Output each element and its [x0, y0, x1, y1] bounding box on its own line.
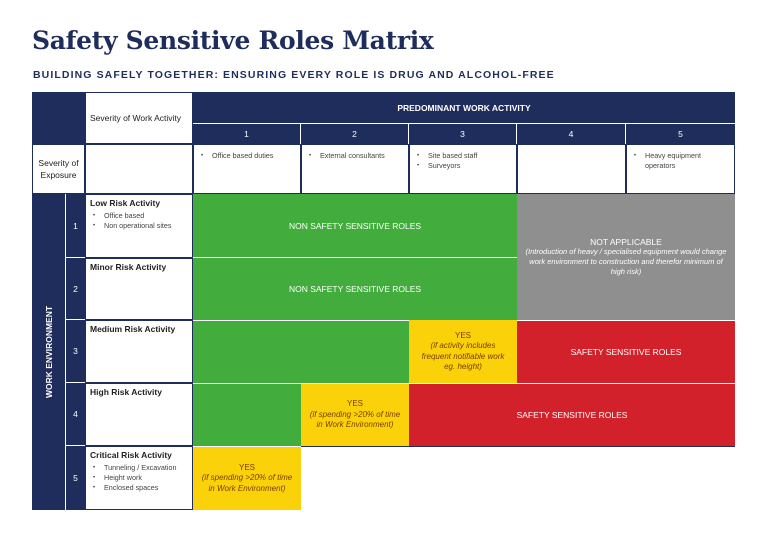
row-number-1: 1	[65, 194, 85, 258]
row-number: 2	[73, 283, 78, 294]
row-number: 1	[73, 220, 78, 231]
corner-cell	[32, 92, 85, 144]
yes-title: YES	[238, 462, 255, 472]
severity-work-activity-header: Severity of Work Activity	[85, 92, 193, 144]
exposure-blank-cell	[85, 144, 193, 194]
green-cell-row4	[193, 383, 301, 446]
safety-label: SAFETY SENSITIVE ROLES	[570, 347, 682, 357]
yes-title: YES	[454, 330, 471, 340]
row-label-3: Medium Risk Activity	[85, 320, 193, 383]
row-item: Enclosed spaces	[90, 483, 188, 493]
row-number: 5	[73, 473, 78, 483]
exposure-item: Heavy equipment operators	[631, 151, 730, 171]
row-number: 3	[73, 346, 78, 356]
row-number-2: 2	[65, 258, 85, 320]
column-number: 4	[568, 129, 574, 139]
row-title: Minor Risk Activity	[90, 262, 167, 272]
predominant-work-activity-label: PREDOMINANT WORK ACTIVITY	[397, 102, 531, 113]
exposure-col-1: Office based duties	[193, 144, 301, 194]
row-item: Office based	[90, 211, 188, 221]
empty-cell-row5	[301, 446, 735, 510]
column-number: 1	[244, 129, 249, 139]
column-number: 5	[678, 129, 683, 139]
row-item: Non operational sites	[90, 221, 188, 231]
not-applicable-cell: NOT APPLICABLE (Introduction of heavy / …	[517, 194, 735, 320]
column-header-5: 5	[626, 124, 735, 144]
exposure-item: Surveyors	[414, 161, 512, 171]
exposure-item: External consultants	[306, 151, 404, 161]
green-cell-row3	[193, 320, 409, 383]
page-title: Safety Sensitive Roles Matrix	[32, 26, 434, 55]
severity-work-activity-label: Severity of Work Activity	[90, 113, 182, 123]
row-number-5: 5	[65, 446, 85, 510]
row-label-2: Minor Risk Activity	[85, 258, 193, 320]
row-number: 4	[73, 409, 78, 419]
yes-subtitle: (if spending >20% of time in Work Enviro…	[201, 473, 293, 493]
yes-title: YES	[346, 399, 363, 409]
row-item: Height work	[90, 473, 188, 483]
yes-subtitle: (if spending >20% of time in Work Enviro…	[309, 409, 401, 430]
exposure-item: Office based duties	[198, 151, 296, 161]
exposure-item: Site based staff	[414, 151, 512, 161]
not-applicable-subtitle: (Introduction of heavy / specialised equ…	[525, 247, 727, 276]
exposure-col-3: Site based staff Surveyors	[409, 144, 517, 194]
non-safety-sensitive-cell-row2: NON SAFETY SENSITIVE ROLES	[193, 258, 517, 320]
non-safety-label: NON SAFETY SENSITIVE ROLES	[288, 220, 422, 231]
safety-sensitive-cell-row4: SAFETY SENSITIVE ROLES	[409, 383, 735, 446]
column-header-1: 1	[193, 124, 301, 144]
yes-cell-row5: YES (if spending >20% of time in Work En…	[193, 446, 301, 510]
severity-of-exposure-cell: Severity of Exposure	[32, 144, 85, 194]
column-number: 3	[460, 129, 465, 139]
predominant-work-activity-header: PREDOMINANT WORK ACTIVITY	[193, 92, 735, 124]
non-safety-label: NON SAFETY SENSITIVE ROLES	[288, 284, 422, 294]
work-environment-label-cell: WORK ENVIRONMENT	[32, 194, 65, 510]
column-header-2: 2	[301, 124, 409, 144]
safety-sensitive-cell-row3: SAFETY SENSITIVE ROLES	[517, 320, 735, 383]
safety-label: SAFETY SENSITIVE ROLES	[516, 410, 628, 420]
exposure-col-2: External consultants	[301, 144, 409, 194]
column-header-3: 3	[409, 124, 517, 144]
yes-subtitle: (if activity includes frequent notifiabl…	[421, 341, 505, 371]
column-number: 2	[352, 129, 357, 139]
row-title: High Risk Activity	[90, 387, 162, 397]
row-title: Low Risk Activity	[90, 198, 161, 208]
row-title: Critical Risk Activity	[90, 450, 172, 460]
row-label-4: High Risk Activity	[85, 383, 193, 446]
row-number-3: 3	[65, 320, 85, 383]
yes-cell-row4: YES (if spending >20% of time in Work En…	[301, 383, 409, 446]
row-label-1: Low Risk Activity Office based Non opera…	[85, 194, 193, 258]
exposure-col-4	[517, 144, 626, 194]
severity-of-exposure-label: Severity of Exposure	[38, 158, 79, 180]
row-label-5: Critical Risk Activity Tunneling / Excav…	[85, 446, 193, 510]
row-item: Tunneling / Excavation	[90, 463, 188, 473]
row-number-4: 4	[65, 383, 85, 446]
work-environment-label: WORK ENVIRONMENT	[43, 305, 54, 399]
non-safety-sensitive-cell-row1: NON SAFETY SENSITIVE ROLES	[193, 194, 517, 258]
column-header-4: 4	[517, 124, 626, 144]
not-applicable-title: NOT APPLICABLE	[590, 237, 662, 247]
exposure-col-5: Heavy equipment operators	[626, 144, 735, 194]
yes-cell-row3: YES (if activity includes frequent notif…	[409, 320, 517, 383]
page-subtitle: BUILDING SAFELY TOGETHER: ENSURING EVERY…	[33, 69, 555, 81]
row-title: Medium Risk Activity	[90, 324, 176, 334]
